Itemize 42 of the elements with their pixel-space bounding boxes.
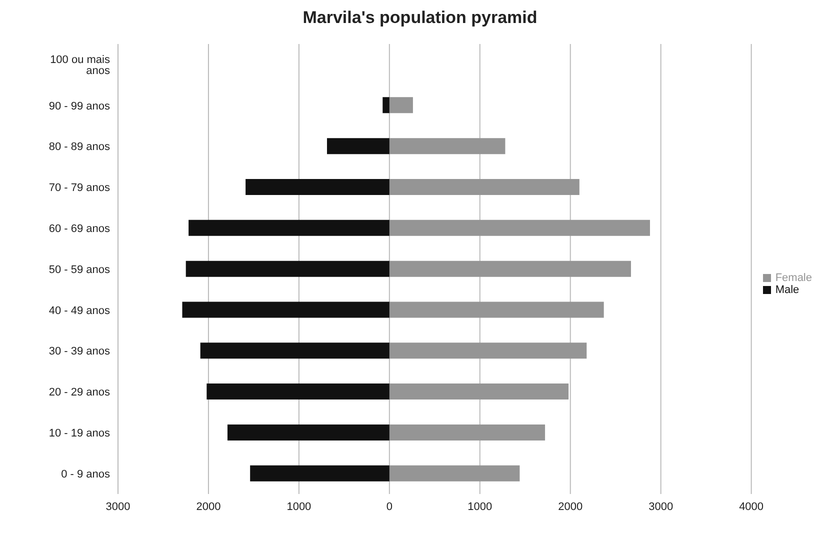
- bar: [250, 465, 390, 482]
- bar: [389, 220, 650, 236]
- bar: [227, 424, 390, 440]
- bar: [186, 260, 390, 277]
- bar: [389, 342, 587, 359]
- x-tick-label: 2000: [196, 500, 221, 513]
- x-tick-label: 1000: [468, 500, 492, 513]
- y-tick-label: 90 - 99 anos: [48, 100, 110, 112]
- legend-label: Male: [775, 284, 800, 296]
- bar: [382, 97, 390, 114]
- x-tick-label: 0: [386, 500, 392, 513]
- y-tick-label: 100 ou mais anos: [50, 54, 110, 77]
- chart-title: Marvila's population pyramid: [302, 8, 538, 29]
- bar: [389, 465, 520, 482]
- bar: [389, 179, 580, 195]
- bar: [389, 424, 546, 440]
- y-tick-label: 20 - 29 anos: [48, 386, 110, 399]
- y-tick-label: 0 - 9 anos: [61, 468, 110, 480]
- bar: [182, 302, 390, 318]
- y-tick-label: 60 - 69 anos: [48, 222, 110, 235]
- bar: [389, 384, 569, 400]
- y-tick-label: 10 - 19 anos: [48, 428, 110, 440]
- y-tick-label: 70 - 79 anos: [48, 182, 110, 194]
- x-tick-label: 2000: [558, 500, 583, 513]
- bar: [188, 220, 390, 236]
- bar: [246, 179, 390, 195]
- y-tick-label: 50 - 59 anos: [48, 264, 110, 276]
- x-tick-label: 1000: [286, 500, 312, 513]
- x-tick-label: 4000: [739, 500, 764, 513]
- bar: [326, 138, 390, 154]
- bar: [389, 138, 506, 154]
- bar: [200, 342, 390, 359]
- x-tick-label: 3000: [106, 500, 130, 513]
- bar: [389, 97, 413, 114]
- x-tick-label: 3000: [648, 500, 674, 513]
- y-tick-label: 30 - 39 anos: [48, 346, 110, 358]
- y-tick-label: 40 - 49 anos: [48, 304, 110, 317]
- y-tick-label: 80 - 89 anos: [48, 141, 110, 154]
- bar: [206, 384, 390, 400]
- bar: [389, 302, 604, 318]
- legend-label: Female: [775, 272, 812, 284]
- bar: [389, 260, 631, 277]
